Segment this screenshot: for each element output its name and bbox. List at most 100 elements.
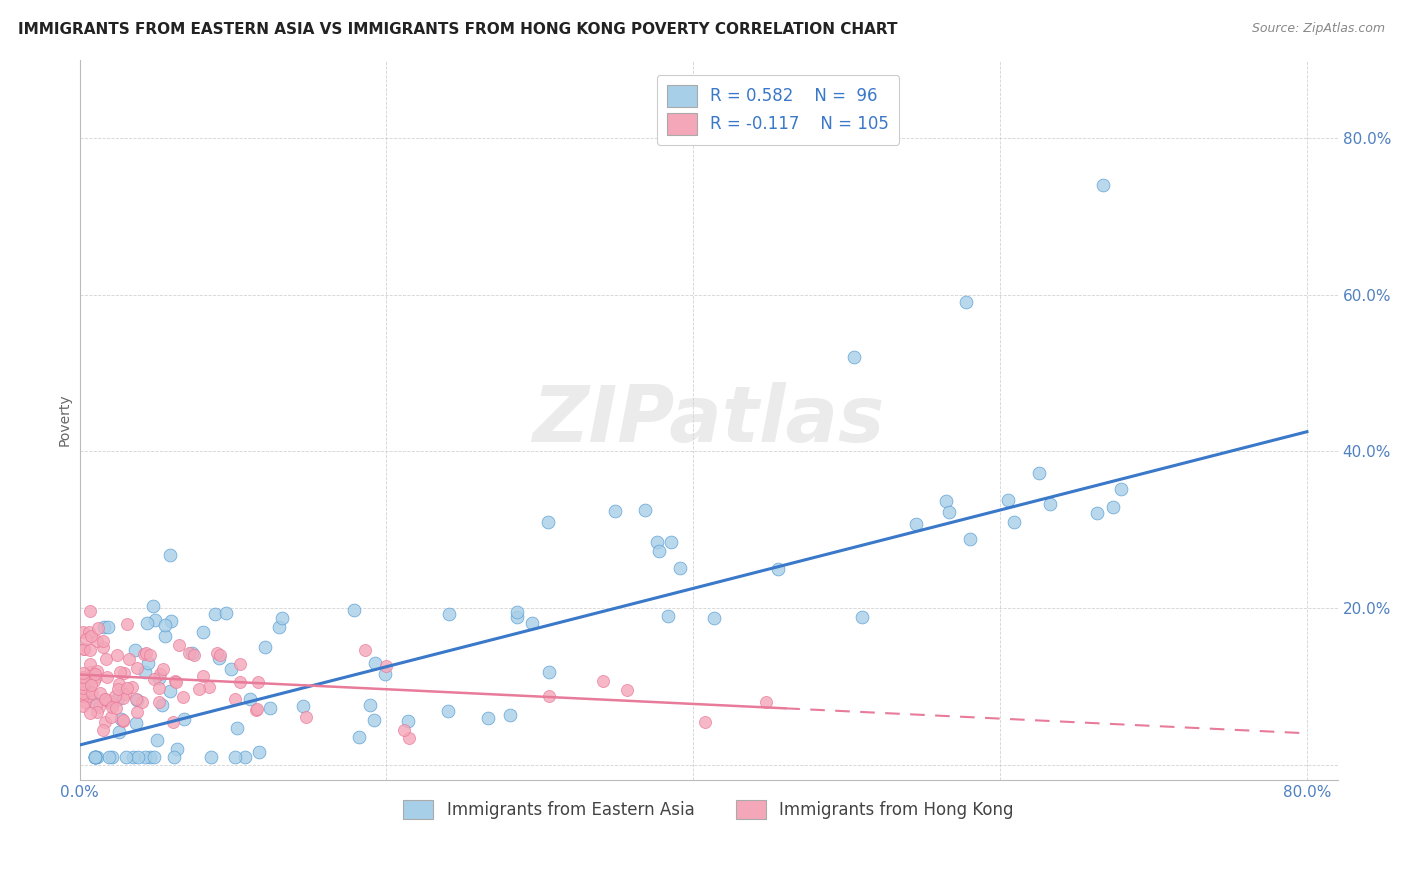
Point xyxy=(142,599,165,614)
Point xyxy=(270,611,292,625)
Point xyxy=(938,505,960,519)
Point xyxy=(83,749,105,764)
Point xyxy=(169,638,191,652)
Point xyxy=(105,648,128,662)
Point xyxy=(72,681,94,695)
Point xyxy=(86,665,108,679)
Point xyxy=(254,640,277,655)
Point xyxy=(79,665,101,680)
Point xyxy=(592,673,614,688)
Point xyxy=(108,677,131,691)
Point xyxy=(363,656,385,670)
Point xyxy=(239,692,262,706)
Point xyxy=(72,624,94,639)
Point xyxy=(79,643,101,657)
Point xyxy=(84,669,107,683)
Point xyxy=(125,693,148,707)
Point xyxy=(112,690,135,705)
Point xyxy=(163,749,186,764)
Point xyxy=(127,660,149,674)
Point xyxy=(159,615,181,629)
Point xyxy=(72,686,94,700)
Point xyxy=(89,700,111,714)
Point xyxy=(117,616,139,631)
Point xyxy=(86,749,108,764)
Point xyxy=(374,658,396,673)
Point xyxy=(506,610,529,624)
Point xyxy=(100,749,122,764)
Point xyxy=(188,681,211,696)
Point xyxy=(219,662,242,676)
Point xyxy=(86,706,108,720)
Point xyxy=(291,698,314,713)
Point xyxy=(183,648,205,662)
Point xyxy=(72,665,94,680)
Point xyxy=(768,562,790,576)
Point xyxy=(72,689,94,703)
Text: Source: ZipAtlas.com: Source: ZipAtlas.com xyxy=(1251,22,1385,36)
Point xyxy=(72,698,94,713)
Point xyxy=(104,701,127,715)
Point xyxy=(295,709,318,723)
Text: ZIPatlas: ZIPatlas xyxy=(533,382,884,458)
Point xyxy=(80,678,103,692)
Point xyxy=(520,615,543,630)
Point xyxy=(101,697,124,711)
Point xyxy=(93,692,115,706)
Point xyxy=(112,665,135,680)
Point xyxy=(112,713,135,727)
Point xyxy=(229,674,252,689)
Point xyxy=(439,607,461,621)
Point xyxy=(246,702,269,716)
Point xyxy=(150,698,173,712)
Point xyxy=(374,666,396,681)
Point xyxy=(148,681,170,695)
Point xyxy=(127,749,149,764)
Point xyxy=(603,504,626,518)
Point xyxy=(72,670,94,684)
Point xyxy=(247,745,270,759)
Point xyxy=(166,742,188,756)
Point xyxy=(101,700,124,714)
Point xyxy=(114,749,136,764)
Point xyxy=(83,674,105,689)
Point xyxy=(134,749,156,764)
Point xyxy=(173,712,195,726)
Point xyxy=(83,749,105,764)
Point xyxy=(645,534,668,549)
Point xyxy=(108,725,131,739)
Point xyxy=(72,677,94,691)
Point xyxy=(165,675,187,690)
Point xyxy=(107,692,129,706)
Point xyxy=(207,646,229,660)
Point xyxy=(125,716,148,731)
Point xyxy=(235,749,257,764)
Point xyxy=(245,702,267,716)
Point xyxy=(114,687,136,701)
Point xyxy=(198,680,221,694)
Point xyxy=(703,611,725,625)
Point xyxy=(208,650,231,665)
Point xyxy=(80,686,103,700)
Point xyxy=(347,731,370,745)
Point xyxy=(477,711,499,725)
Point xyxy=(83,749,105,764)
Point xyxy=(79,706,101,720)
Legend: Immigrants from Eastern Asia, Immigrants from Hong Kong: Immigrants from Eastern Asia, Immigrants… xyxy=(396,794,1021,826)
Point xyxy=(97,620,120,634)
Point xyxy=(117,681,139,695)
Point xyxy=(755,695,778,709)
Point xyxy=(904,516,927,531)
Point xyxy=(87,622,110,636)
Point xyxy=(153,629,176,643)
Point xyxy=(72,670,94,684)
Point xyxy=(1002,516,1025,530)
Point xyxy=(75,677,97,691)
Point xyxy=(117,652,139,666)
Point xyxy=(152,662,174,676)
Point xyxy=(669,561,692,575)
Point xyxy=(112,714,135,728)
Point xyxy=(79,604,101,618)
Point xyxy=(396,714,419,728)
Point xyxy=(506,605,529,619)
